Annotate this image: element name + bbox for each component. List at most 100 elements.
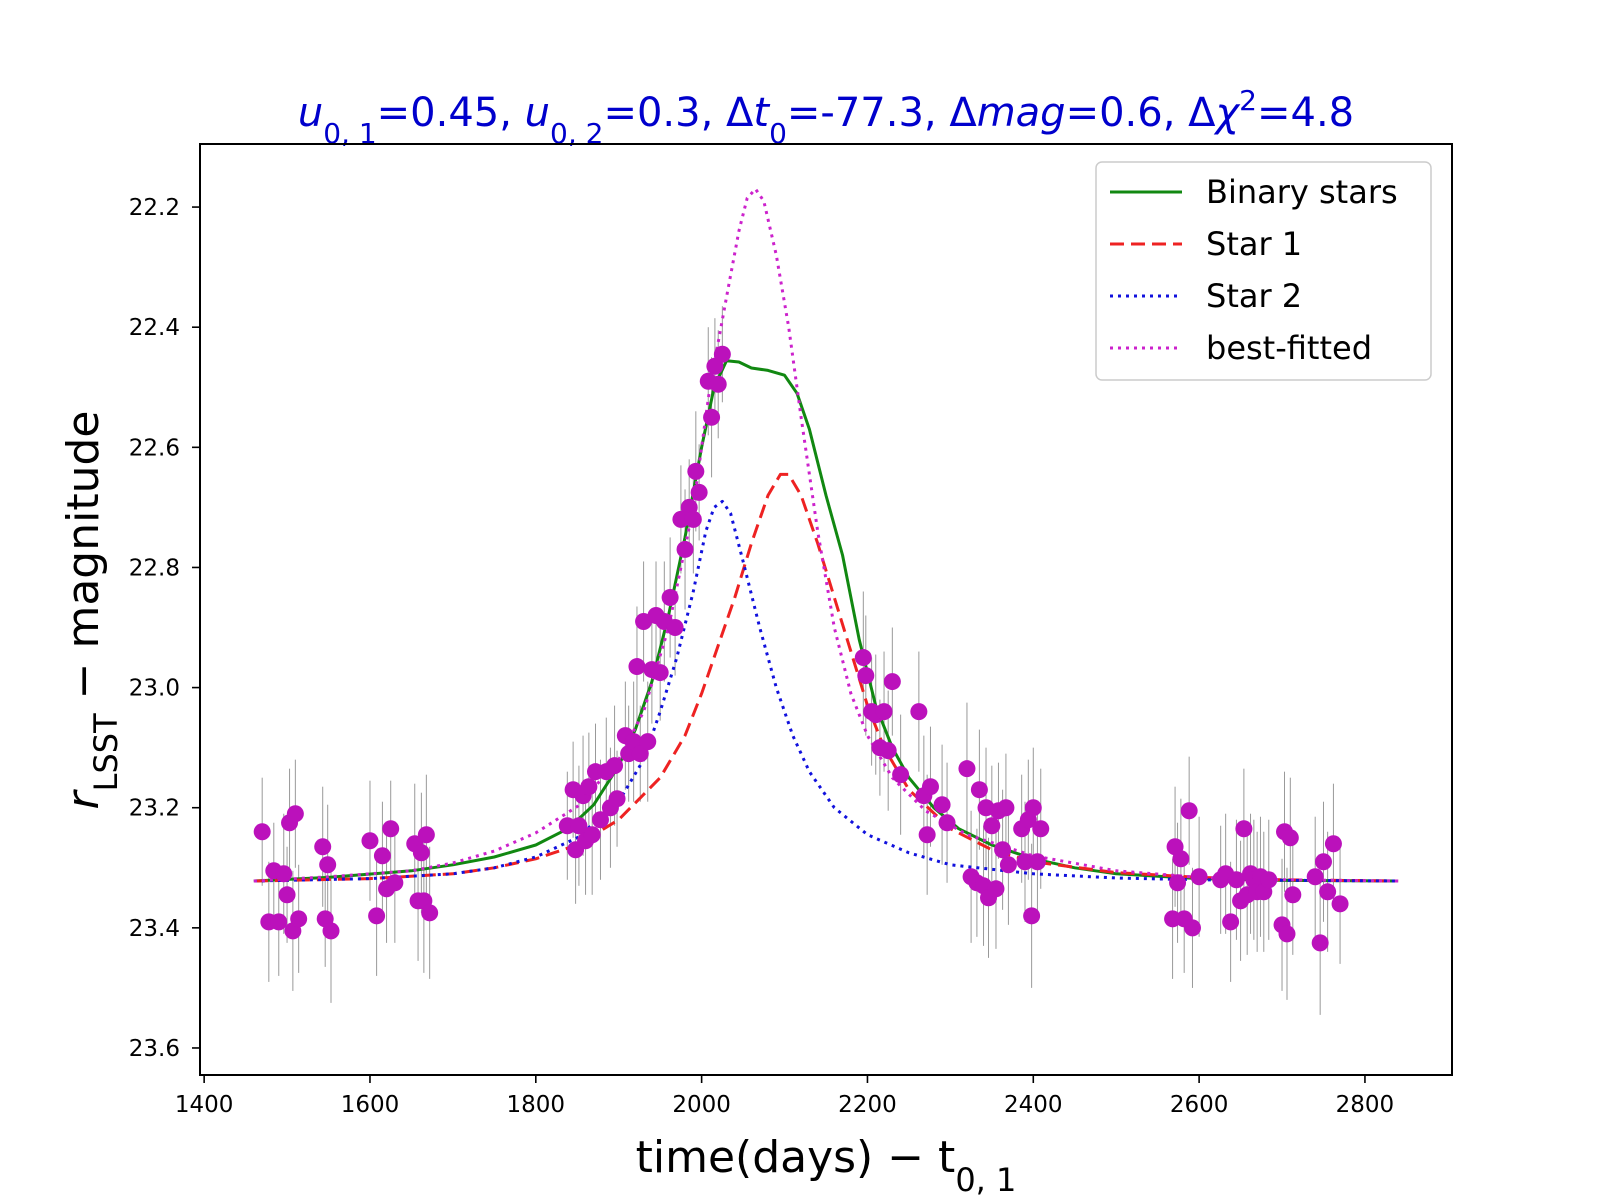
data-point [983,817,1001,835]
data-point [684,510,702,528]
x-axis-label-sub: 0, 1 [955,1161,1016,1199]
data-point [651,664,669,682]
chart-title-segment: =4.8 [1257,90,1354,136]
data-point [933,796,951,814]
chart-title: u0, 1=0.45, u0, 2=0.3, Δt0=-77.3, Δmag=0… [298,84,1354,150]
data-point [591,811,609,829]
data-point [314,838,332,856]
data-point [687,462,705,480]
x-tick-label: 2400 [1004,1092,1063,1118]
data-point [1260,871,1278,889]
data-point [386,874,404,892]
chart-title-segment: u [525,90,550,136]
data-point [1180,802,1198,820]
data-point [938,814,956,832]
data-point [417,826,435,844]
chart-title-segment: 2 [1239,84,1257,117]
data-point [1278,925,1296,943]
data-point [709,375,727,393]
x-tick-label: 1800 [507,1092,566,1118]
data-point [253,823,271,841]
data-point [883,673,901,691]
data-point [921,778,939,796]
data-point [910,703,928,721]
data-point [1028,853,1046,871]
y-tick-label: 22.8 [129,555,180,581]
data-point [319,856,337,874]
data-point [606,757,624,775]
data-point [580,778,598,796]
chart-title-segment: χ [1214,90,1241,136]
y-axis-label-sub: LSST [87,713,125,791]
data-point [583,826,601,844]
x-tick-label: 2600 [1170,1092,1229,1118]
data-point [997,799,1015,817]
data-point [1284,886,1302,904]
chart-title-segment: 0 [769,117,787,150]
data-point [1227,871,1245,889]
data-point [1016,853,1034,871]
chart-title-segment: =-77.3, Δ [787,90,977,136]
data-point [1190,868,1208,886]
data-point [661,588,679,606]
data-point [382,820,400,838]
data-point [703,408,721,426]
x-tick-label: 1600 [341,1092,400,1118]
plot-frame [199,143,1453,1076]
y-tick-label: 22.2 [129,195,180,221]
data-point [270,913,288,931]
data-point [1183,919,1201,937]
y-axis-label-main: r [58,788,109,809]
data-point [970,781,988,799]
chart-title-segment: =0.45, [377,90,525,136]
data-point [994,841,1012,859]
x-axis-label-main: time(days) − t [636,1132,956,1183]
legend-label: best-fitted [1206,329,1372,367]
legend-label: Star 1 [1206,225,1302,263]
legend-box [1095,161,1432,381]
data-point [854,649,872,667]
x-tick-label: 2800 [1336,1092,1395,1118]
data-point [1311,934,1329,952]
data-point [639,733,657,751]
data-point [918,826,936,844]
x-tick-label: 2000 [672,1092,731,1118]
data-point [676,540,694,558]
x-tick-label: 1400 [175,1092,234,1118]
data-point [275,865,293,883]
data-point [999,856,1017,874]
series-line-star-2 [253,499,1399,883]
series-line-binary-stars [253,359,1399,883]
data-point [875,703,893,721]
chart-title-segment: =0.3, Δ [603,90,754,136]
data-point [322,922,340,940]
legend-label: Binary stars [1206,173,1398,211]
data-point [1324,835,1342,853]
data-point [412,844,430,862]
data-point [368,907,386,925]
data-point [857,667,875,685]
legend-label: Star 2 [1206,277,1302,315]
data-point [1169,874,1187,892]
x-tick-label: 2200 [838,1092,897,1118]
data-point [373,847,391,865]
data-point [879,742,897,760]
data-point [570,817,588,835]
y-tick-label: 23.2 [129,796,180,822]
data-point [1319,883,1337,901]
data-point [421,904,439,922]
data-point [628,658,646,676]
series-line-best-fitted [253,187,1399,883]
y-tick-label: 23.4 [129,916,180,942]
data-point [1281,829,1299,847]
data-point [608,790,626,808]
data-point [1331,895,1349,913]
data-point [278,886,296,904]
y-tick-label: 22.6 [129,435,180,461]
data-point [1024,799,1042,817]
data-point [1032,820,1050,838]
data-point [690,483,708,501]
y-axis-label-rest: − magnitude [58,411,109,714]
x-axis-label: time(days) − t0, 1 [636,1132,1017,1199]
data-point [286,805,304,823]
